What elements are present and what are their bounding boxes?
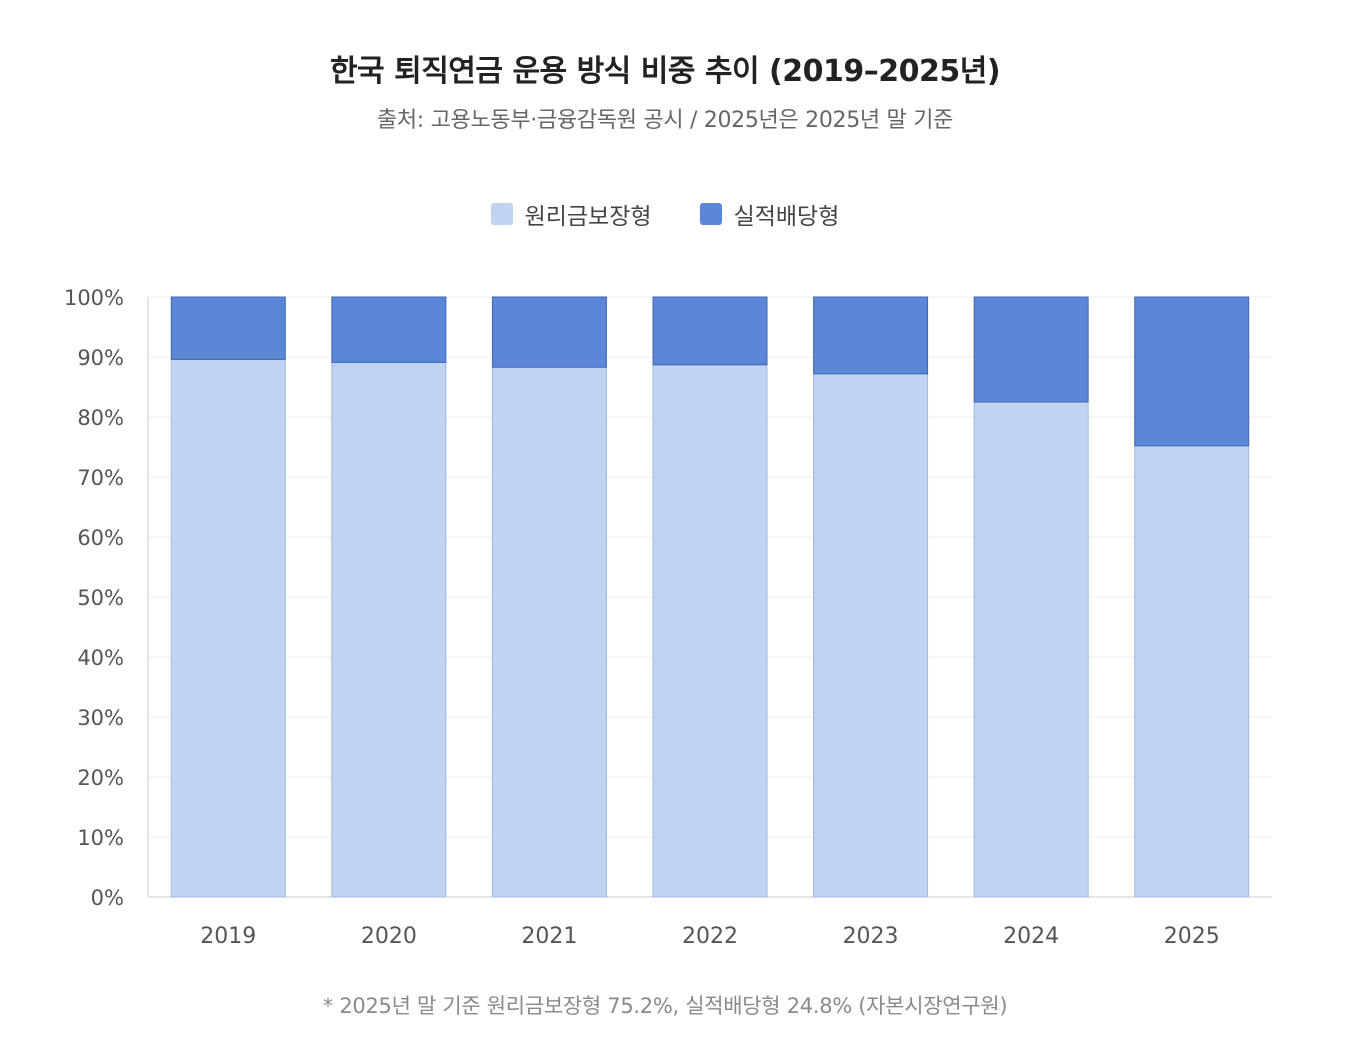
bars: [170, 296, 1250, 898]
y-tick-label: 50%: [77, 586, 124, 610]
x-tick-label: 2023: [843, 924, 899, 949]
bar-principal-guaranteed-2024: [973, 401, 1089, 898]
y-tick-label: 20%: [77, 766, 124, 790]
chart-subtitle: 출처: 고용노동부·금융감독원 공시 / 2025년은 2025년 말 기준: [376, 108, 954, 133]
footnote: * 2025년 말 기준 원리금보장형 75.2%, 실적배당형 24.8% (…: [322, 994, 1008, 1018]
bar-performance-based-2022: [652, 296, 768, 366]
y-tick-label: 40%: [77, 646, 124, 670]
y-tick-label: 90%: [77, 346, 124, 370]
legend-item-performance-based[interactable]: 실적배당형: [699, 197, 840, 231]
chart-title: 한국 퇴직연금 운용 방식 비중 추이 (2019–2025년): [329, 54, 1001, 89]
legend-swatch-principal-guaranteed: [490, 203, 513, 225]
bar-performance-based-2024: [973, 296, 1089, 403]
y-tick-label: 0%: [91, 886, 124, 910]
y-tick-label: 10%: [77, 826, 124, 850]
axes: 0% 10% 20% 30% 40% 50% 60% 70% 80% 90% 100% 2019 202…: [64, 286, 1220, 949]
legend-item-principal-guaranteed[interactable]: 원리금보장형: [490, 197, 652, 231]
x-tick-label: 2024: [1003, 924, 1059, 949]
bar-performance-based-2019: [170, 296, 286, 360]
y-tick-label: 100%: [64, 286, 124, 310]
y-tick-label: 60%: [77, 526, 124, 550]
legend-label-performance-based: 실적배당형: [733, 204, 840, 230]
bar-performance-based-2021: [491, 296, 607, 368]
x-tick-label: 2022: [682, 924, 738, 949]
bar-performance-based-2023: [813, 296, 929, 375]
bar-principal-guaranteed-2022: [652, 364, 768, 898]
y-tick-label: 80%: [77, 406, 124, 430]
bar-principal-guaranteed-2020: [331, 361, 447, 898]
bar-principal-guaranteed-2023: [813, 373, 929, 898]
x-tick-label: 2025: [1164, 924, 1220, 949]
bar-performance-based-2025: [1134, 296, 1250, 447]
bar-performance-based-2020: [331, 296, 447, 363]
y-tick-label: 70%: [77, 466, 124, 490]
bar-principal-guaranteed-2025: [1134, 445, 1250, 898]
x-tick-label: 2020: [361, 924, 417, 949]
x-tick-label: 2019: [200, 924, 256, 949]
bar-principal-guaranteed-2021: [491, 366, 607, 898]
legend-label-principal-guaranteed: 원리금보장형: [524, 204, 652, 230]
x-tick-label: 2021: [521, 924, 577, 949]
y-tick-label: 30%: [77, 706, 124, 730]
legend-swatch-performance-based: [699, 203, 722, 225]
bar-principal-guaranteed-2019: [170, 358, 286, 898]
legend: 원리금보장형 실적배당형: [0, 197, 1330, 231]
